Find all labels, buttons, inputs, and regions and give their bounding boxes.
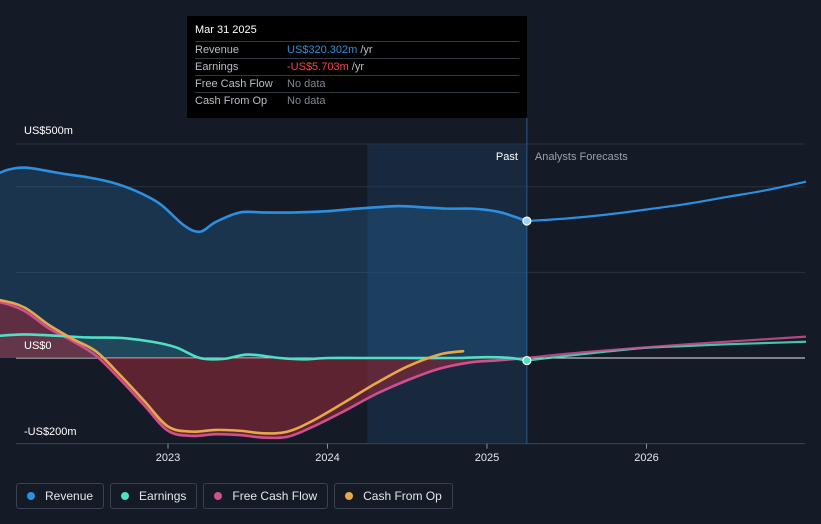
tooltip-row-value: US$320.302m: [287, 44, 358, 56]
legend-dot-icon: [345, 492, 354, 500]
tooltip-row-value: No data: [287, 78, 326, 90]
revenue-forecast-line: [526, 180, 807, 223]
x-tick-label: 2025: [475, 452, 499, 464]
tooltip-row-cash-from-op: Cash From Op No data: [195, 92, 519, 109]
tooltip-row-label: Revenue: [195, 44, 240, 56]
hover-tooltip: Mar 31 2025 Revenue US$320.302m/yr Earning…: [187, 16, 527, 118]
tooltip-row-label: Earnings: [195, 61, 239, 73]
tooltip-row-label: Free Cash Flow: [195, 78, 273, 90]
legend-label: Revenue: [45, 489, 94, 503]
revenue-area: [0, 167, 527, 358]
tooltip-row-earnings: Earnings -US$5.703m/yr: [195, 58, 519, 75]
tooltip-row-revenue: Revenue US$320.302m/yr: [195, 41, 519, 58]
revenue-hover-point[interactable]: [522, 216, 532, 226]
tooltip-row-value: No data: [287, 95, 326, 107]
y-axis-top-label: US$500m: [24, 125, 73, 137]
x-tick-label: 2024: [315, 452, 339, 464]
tooltip-row-unit: /yr: [360, 44, 373, 56]
legend-item-cash-from-op[interactable]: Cash From Op: [334, 483, 453, 509]
forecast-label: Analysts Forecasts: [535, 151, 628, 163]
legend-dot-icon: [121, 492, 130, 500]
earnings-line[interactable]: [0, 333, 529, 362]
y-axis-bottom-label: -US$200m: [24, 426, 77, 438]
legend-label: Earnings: [139, 489, 187, 503]
legend-label: Free Cash Flow: [232, 489, 318, 503]
legend-item-revenue[interactable]: Revenue: [16, 483, 105, 509]
legend-dot-icon: [214, 492, 223, 500]
free-cash-flow-area: [0, 302, 527, 438]
legend: Revenue Earnings Free Cash Flow Cash From O…: [16, 483, 453, 509]
earnings-area: [0, 334, 527, 361]
y-axis-zero-label: US$0: [24, 340, 52, 352]
legend-dot-icon: [27, 492, 35, 500]
x-tick-label: 2023: [156, 452, 180, 464]
tooltip-row-value: -US$5.703m: [287, 61, 349, 73]
tooltip-row-unit: /yr: [351, 61, 364, 73]
tooltip-row-free-cash-flow: Free Cash Flow No data: [195, 75, 519, 92]
tooltip-row-label: Cash From Op: [195, 95, 268, 107]
legend-label: Cash From Op: [363, 489, 442, 503]
cash-from-op-line[interactable]: [0, 298, 465, 435]
earnings-hover-point[interactable]: [522, 355, 532, 366]
past-highlight-band: [367, 144, 527, 444]
x-tick-label: 2026: [634, 452, 658, 464]
free-cash-flow-forecast-line: [526, 335, 807, 360]
free-cash-flow-line[interactable]: [0, 300, 529, 440]
revenue-line[interactable]: [0, 166, 529, 234]
legend-item-free-cash-flow[interactable]: Free Cash Flow: [203, 483, 329, 509]
past-label: Past: [496, 151, 518, 163]
chart-area: Past Analysts Forecasts 2023 2024 2025 2026: [0, 118, 807, 464]
tooltip-date: Mar 31 2025: [195, 24, 257, 36]
legend-item-earnings[interactable]: Earnings: [110, 483, 198, 509]
